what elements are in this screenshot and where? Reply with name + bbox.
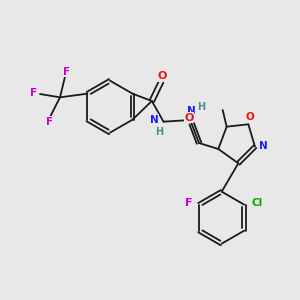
Text: N: N xyxy=(259,141,268,151)
Text: F: F xyxy=(30,88,38,98)
Text: H: H xyxy=(197,102,205,112)
Text: F: F xyxy=(63,67,70,77)
Text: N: N xyxy=(150,115,159,125)
Text: H: H xyxy=(155,127,163,137)
Text: Cl: Cl xyxy=(251,198,262,208)
Text: O: O xyxy=(158,71,167,81)
Text: F: F xyxy=(46,117,54,127)
Text: F: F xyxy=(185,198,192,208)
Text: O: O xyxy=(245,112,254,122)
Text: N: N xyxy=(187,106,196,116)
Text: O: O xyxy=(184,113,194,123)
